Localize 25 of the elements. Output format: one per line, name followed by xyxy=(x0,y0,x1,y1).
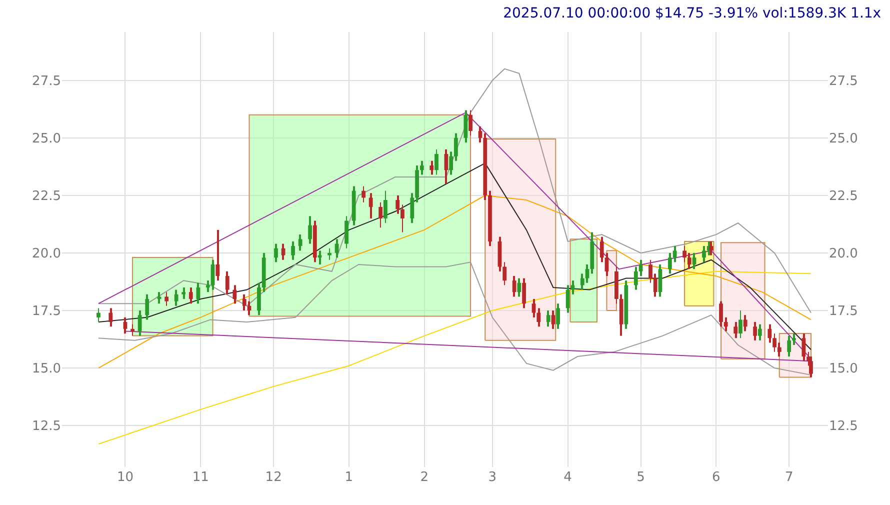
y-tick-label: 17.5 xyxy=(32,304,61,320)
x-tick-label: 6 xyxy=(712,470,720,485)
x-tick-label: 11 xyxy=(192,470,209,485)
x-tick-label: 4 xyxy=(564,470,572,485)
y2-tick-label: 17.5 xyxy=(829,304,858,320)
y-tick-label: 27.5 xyxy=(32,74,61,89)
y2-tick-label: 12.5 xyxy=(829,419,858,434)
y-tick-label: 15.0 xyxy=(32,362,61,377)
y-tick-label: 22.5 xyxy=(32,188,61,204)
x-tick-label: 5 xyxy=(636,470,645,485)
y2-tick-label: 22.5 xyxy=(829,188,858,204)
x-tick-label: 7 xyxy=(784,470,794,485)
y2-tick-label: 20.0 xyxy=(829,246,858,262)
y2-tick-label: 25.0 xyxy=(829,131,858,146)
y-tick-label: 20.0 xyxy=(32,246,61,262)
y2-tick-label: 27.5 xyxy=(829,74,858,89)
y2-tick-label: 15.0 xyxy=(829,362,858,377)
x-tick-label: 12 xyxy=(265,470,282,485)
x-tick-label: 3 xyxy=(488,470,497,485)
y-tick-label: 25.0 xyxy=(32,131,61,146)
x-tick-label: 2 xyxy=(420,470,428,485)
x-tick-label: 1 xyxy=(344,470,354,485)
y-tick-label: 12.5 xyxy=(32,419,61,434)
x-tick-label: 10 xyxy=(116,470,134,485)
chart-title: 2025.07.10 00:00:00 $14.75 -3.91% vol:1589.3K 1.1x xyxy=(503,5,882,22)
